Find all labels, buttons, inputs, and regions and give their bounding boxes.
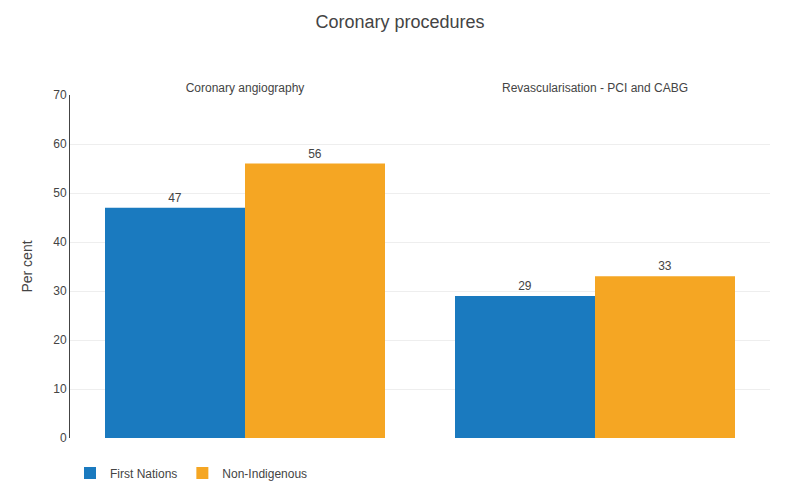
svg-text:10: 10 xyxy=(53,382,67,396)
svg-text:29: 29 xyxy=(518,279,532,293)
svg-text:60: 60 xyxy=(53,137,67,151)
svg-text:30: 30 xyxy=(53,284,67,298)
svg-text:Coronary angiography: Coronary angiography xyxy=(186,81,305,95)
svg-text:Non-Indigenous: Non-Indigenous xyxy=(222,467,307,481)
svg-text:Revascularisation - PCI and CA: Revascularisation - PCI and CABG xyxy=(502,81,688,95)
svg-text:0: 0 xyxy=(60,431,67,445)
svg-text:50: 50 xyxy=(53,186,67,200)
svg-text:Per cent: Per cent xyxy=(19,240,35,292)
svg-text:Coronary procedures: Coronary procedures xyxy=(315,12,484,32)
svg-text:70: 70 xyxy=(53,88,67,102)
svg-text:40: 40 xyxy=(53,235,67,249)
svg-text:20: 20 xyxy=(53,333,67,347)
svg-text:56: 56 xyxy=(308,147,322,161)
svg-text:33: 33 xyxy=(658,259,672,273)
svg-text:First Nations: First Nations xyxy=(110,467,177,481)
svg-text:47: 47 xyxy=(168,191,182,205)
